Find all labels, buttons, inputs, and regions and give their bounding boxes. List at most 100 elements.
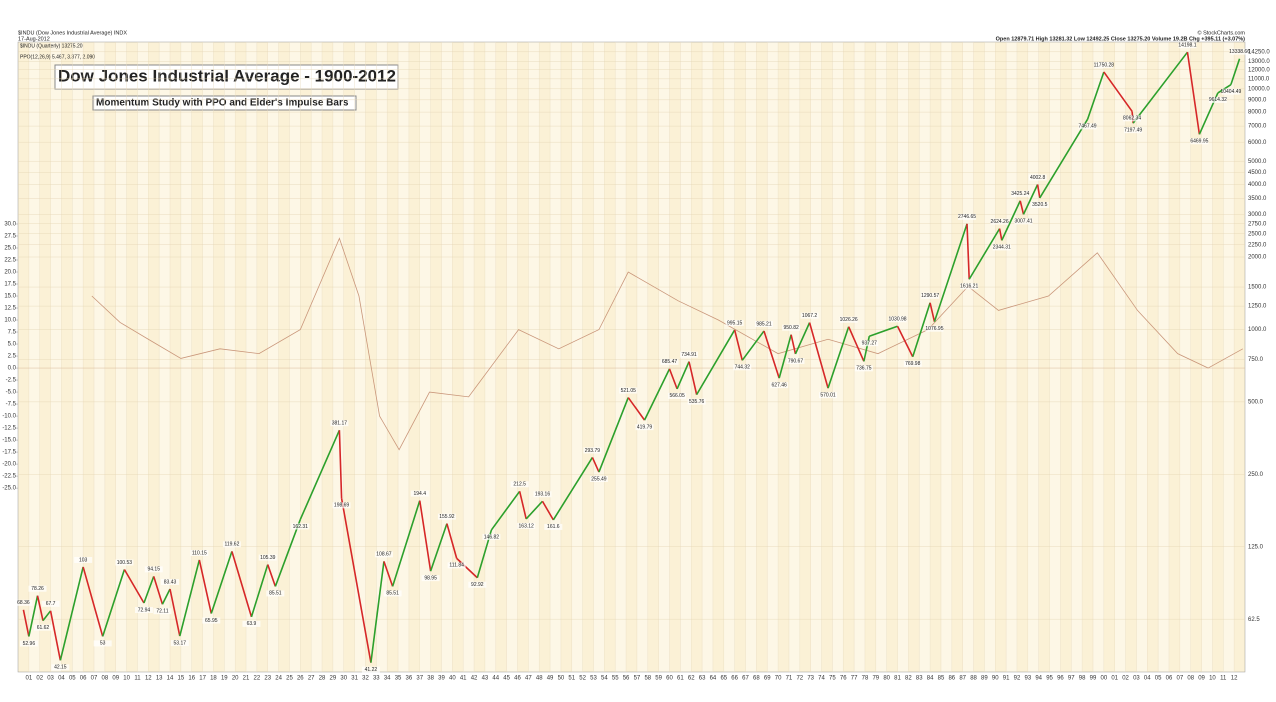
y2-tick-label: 15.0 (4, 294, 16, 300)
data-label: 9614.32 (1209, 97, 1227, 103)
price-segment (36, 595, 44, 621)
x-tick-label: 47 (525, 676, 532, 682)
x-tick-label: 91 (1003, 676, 1010, 682)
y-tick-label: 3500.0 (1248, 196, 1267, 202)
price-segment (733, 329, 744, 361)
price-segment (198, 559, 213, 614)
x-tick-label: 48 (536, 676, 543, 682)
x-tick-label: 71 (786, 676, 793, 682)
data-label: 2624.26 (991, 219, 1009, 225)
x-tick-label: 07 (91, 676, 98, 682)
label-box (660, 358, 679, 365)
y2-tick-label: -5.0 (6, 390, 17, 396)
label-box (680, 351, 699, 358)
data-label: 65.95 (205, 618, 218, 624)
data-label: 10404.49 (1220, 89, 1241, 95)
plot-area (17, 41, 1246, 673)
data-label: 68.36 (17, 600, 30, 606)
y2-tick-label: -17.5 (2, 450, 16, 456)
y2-tick-label: 0.0 (8, 366, 17, 372)
price-segment (446, 523, 458, 559)
x-tick-label: 74 (818, 676, 825, 682)
chart-subtitle: Momentum Study with PPO and Elder's Impu… (96, 98, 349, 109)
label-box (1011, 190, 1030, 197)
x-tick-label: 28 (319, 676, 326, 682)
data-label: 736.75 (856, 366, 872, 372)
price-segment (911, 302, 931, 357)
label-box (860, 340, 879, 347)
price-segment (741, 330, 765, 361)
label-box (468, 581, 487, 588)
label-box (754, 320, 773, 327)
price-segment (778, 334, 792, 379)
x-tick-label: 45 (503, 676, 510, 682)
price-segment (210, 551, 233, 614)
y2-tick-label: -15.0 (2, 438, 16, 444)
x-tick-label: 06 (1166, 676, 1173, 682)
price-segment (627, 397, 646, 421)
x-tick-label: 25 (286, 676, 293, 682)
x-tick-label: 08 (102, 676, 109, 682)
x-tick-label: 96 (1057, 676, 1064, 682)
x-tick-label: 69 (764, 676, 771, 682)
chart-title: Dow Jones Industrial Average - 1900-2012 (58, 66, 396, 85)
data-label: 3425.24 (1011, 191, 1029, 197)
label-box (482, 533, 501, 540)
y-tick-label: 5000.0 (1248, 159, 1267, 165)
label-box (925, 325, 944, 332)
x-tick-label: 05 (69, 676, 76, 682)
data-label: 100.53 (117, 560, 133, 566)
x-tick-label: 66 (731, 676, 738, 682)
price-segment (123, 569, 145, 604)
price-segment (169, 588, 181, 637)
x-tick-label: 86 (948, 676, 955, 682)
y-tick-label: 4000.0 (1248, 182, 1267, 188)
data-label: 1067.2 (802, 313, 818, 319)
data-label: 119.62 (224, 542, 239, 548)
label-box (51, 664, 70, 671)
label-box (1178, 42, 1197, 49)
x-tick-label: 92 (1014, 676, 1021, 682)
symbol: $INDU (Dow Jones Industrial Average) IND… (18, 30, 127, 36)
x-tick-label: 85 (938, 676, 945, 682)
label-box (447, 562, 466, 569)
label-box (958, 213, 977, 220)
label-box (888, 316, 907, 323)
y-tick-label: 1000.0 (1248, 327, 1267, 333)
price-segment (966, 223, 970, 280)
data-label: 163.12 (519, 523, 535, 529)
label-box (1014, 218, 1033, 225)
x-tick-label: 04 (1144, 676, 1151, 682)
data-label: 255.49 (591, 476, 607, 482)
price-segment (896, 325, 914, 358)
data-label: 94.15 (147, 567, 160, 573)
data-label: 161.6 (547, 524, 560, 530)
x-tick-label: 94 (1035, 676, 1042, 682)
data-label: 521.05 (621, 388, 637, 394)
label-box (115, 559, 134, 566)
x-tick-label: 13 (156, 676, 163, 682)
x-tick-label: 77 (851, 676, 858, 682)
data-label: 381.17 (332, 421, 348, 427)
x-tick-label: 72 (796, 676, 803, 682)
price-segment (552, 457, 594, 521)
x-tick-label: 99 (1090, 676, 1097, 682)
x-tick-label: 44 (492, 676, 499, 682)
price-segment (42, 610, 52, 622)
x-tick-label: 10 (1209, 676, 1216, 682)
date: 17-Aug-2012 (18, 36, 50, 42)
label-box (544, 523, 563, 530)
price-segment (929, 302, 936, 322)
label-box (374, 551, 393, 558)
price-segment (161, 588, 171, 605)
x-tick-label: 06 (80, 676, 87, 682)
price-segment (1132, 51, 1189, 124)
label-box (725, 319, 744, 326)
data-label: 419.79 (637, 424, 653, 430)
label-box (668, 392, 687, 399)
data-label: 3007.41 (1014, 219, 1032, 225)
x-tick-label: 35 (395, 676, 402, 682)
x-tick-label: 78 (862, 676, 869, 682)
x-tick-label: 24 (275, 676, 282, 682)
x-tick-label: 50 (558, 676, 565, 682)
